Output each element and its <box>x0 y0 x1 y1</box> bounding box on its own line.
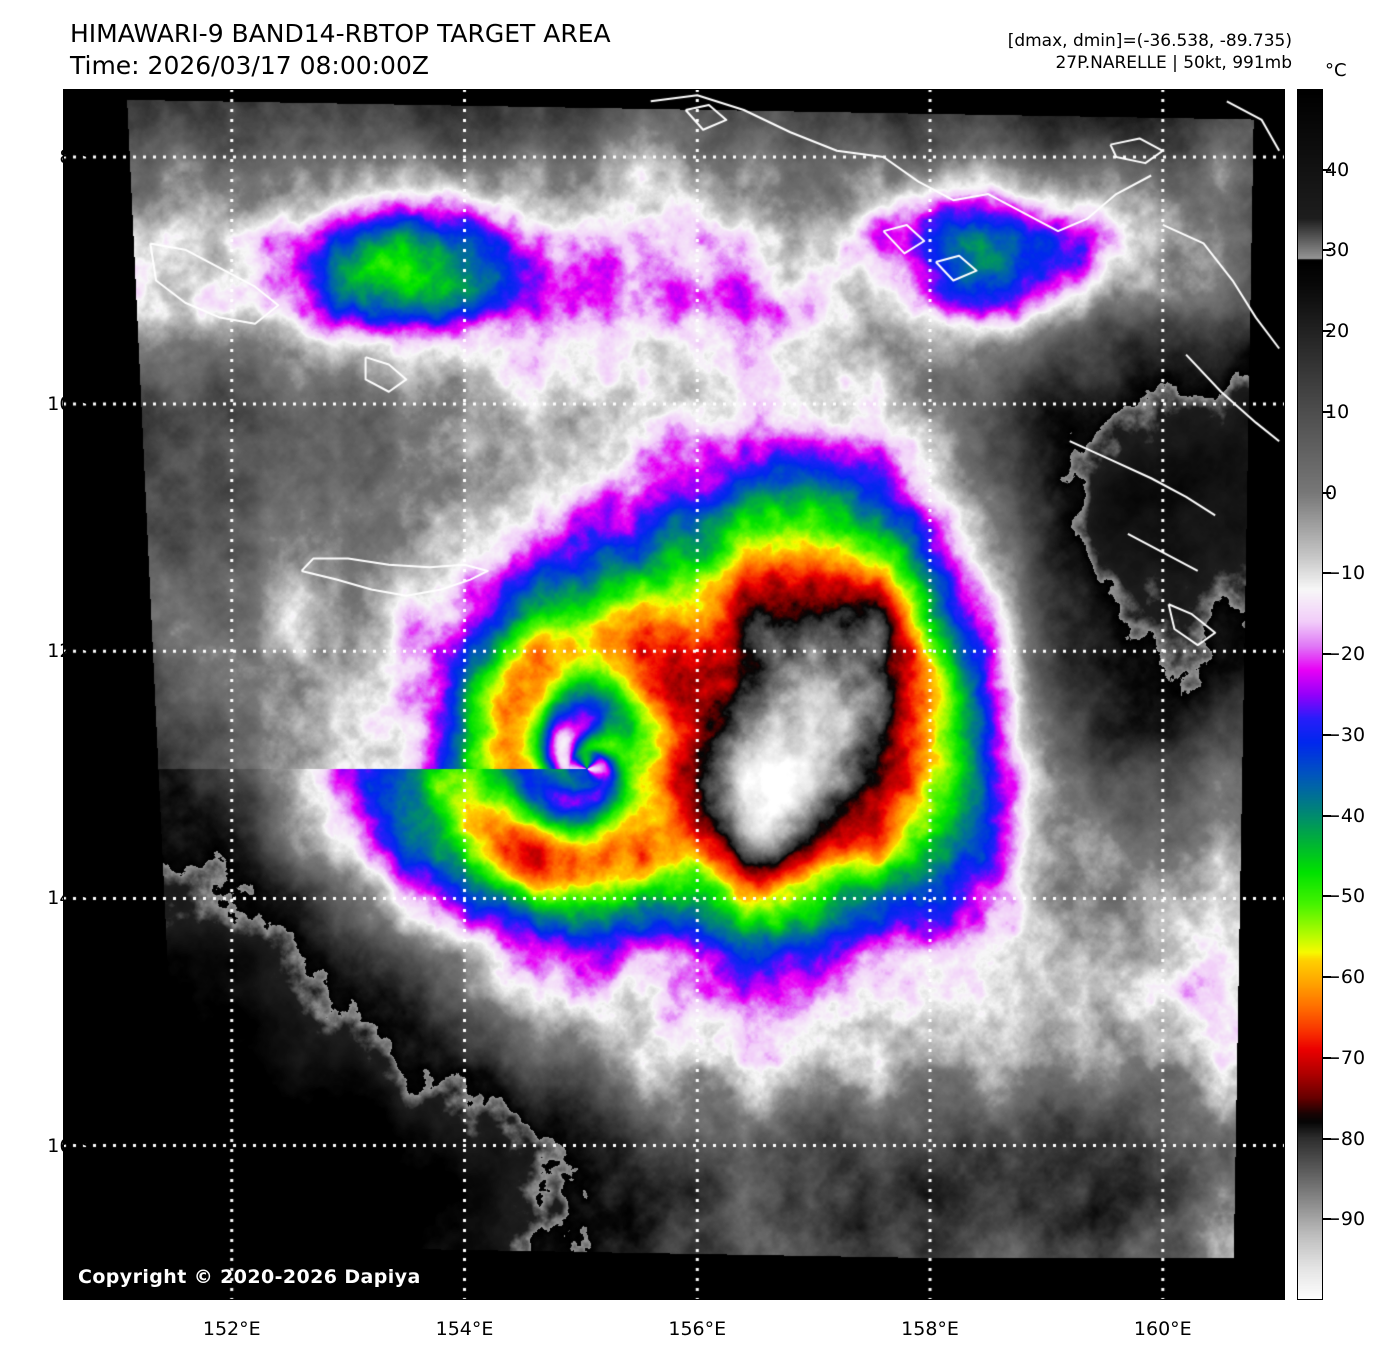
colorbar-tick-mark-0 <box>1323 168 1331 171</box>
colorbar-tick-label-12: −80 <box>1325 1127 1366 1150</box>
colorbar-tick-label-11: −70 <box>1325 1046 1366 1069</box>
colorbar-tick-mark-3 <box>1323 410 1331 413</box>
colorbar-gradient <box>1297 89 1323 1300</box>
colorbar-tick-label-1: 30 <box>1325 239 1350 262</box>
y-axis-tick-label-2: 12°S <box>47 640 93 663</box>
x-axis-tick-label-0: 152°E <box>202 1318 261 1340</box>
colorbar <box>1297 89 1323 1300</box>
copyright-label: Copyright © 2020-2026 Dapiya <box>78 1266 421 1288</box>
x-axis-tick-label-2: 156°E <box>668 1318 727 1340</box>
colorbar-tick-mark-8 <box>1323 814 1331 817</box>
colorbar-tick-label-2: 20 <box>1325 320 1350 343</box>
y-axis-tick-label-4: 16°S <box>47 1134 93 1157</box>
colorbar-tick-label-6: −20 <box>1325 643 1366 666</box>
metadata-block: [dmax, dmin]=(-36.538, -89.735) 27P.NARE… <box>1008 30 1292 74</box>
colorbar-tick-label-4: 0 <box>1325 481 1338 504</box>
colorbar-tick-mark-6 <box>1323 653 1331 656</box>
colorbar-tick-label-7: −30 <box>1325 723 1366 746</box>
x-axis-tick-label-4: 160°E <box>1133 1318 1192 1340</box>
page-title: HIMAWARI-9 BAND14-RBTOP TARGET AREA <box>70 19 611 48</box>
title-block: HIMAWARI-9 BAND14-RBTOP TARGET AREA Time… <box>70 18 611 82</box>
y-axis-tick-label-0: 8°S <box>59 145 93 168</box>
colorbar-tick-label-3: 10 <box>1325 400 1350 423</box>
colorbar-tick-label-8: −40 <box>1325 804 1366 827</box>
colorbar-tick-label-5: −10 <box>1325 562 1366 585</box>
colorbar-tick-label-0: 40 <box>1325 158 1350 181</box>
colorbar-unit-label: °C <box>1325 60 1347 81</box>
x-axis-tick-label-3: 158°E <box>901 1318 959 1340</box>
colorbar-tick-mark-2 <box>1323 330 1331 333</box>
colorbar-tick-mark-5 <box>1323 572 1331 575</box>
colorbar-tick-mark-10 <box>1323 976 1331 979</box>
timestamp-label: Time: 2026/03/17 08:00:00Z <box>70 51 429 80</box>
y-axis-tick-label-1: 10°S <box>47 393 93 416</box>
satellite-imagery-canvas <box>63 89 1285 1300</box>
colorbar-tick-mark-1 <box>1323 249 1331 252</box>
satellite-image-panel: Copyright © 2020-2026 Dapiya <box>63 89 1285 1300</box>
dminmax-label: [dmax, dmin]=(-36.538, -89.735) <box>1007 31 1292 51</box>
x-axis-tick-label-1: 154°E <box>435 1318 494 1340</box>
colorbar-tick-mark-9 <box>1323 895 1331 898</box>
colorbar-tick-mark-7 <box>1323 733 1331 736</box>
colorbar-tick-label-10: −60 <box>1325 966 1366 989</box>
colorbar-tick-label-9: −50 <box>1325 885 1366 908</box>
colorbar-tick-mark-12 <box>1323 1137 1331 1140</box>
colorbar-tick-mark-11 <box>1323 1056 1331 1059</box>
storm-info-label: 27P.NARELLE | 50kt, 991mb <box>1055 53 1292 73</box>
y-axis-tick-label-3: 14°S <box>47 887 93 910</box>
colorbar-tick-mark-4 <box>1323 491 1331 494</box>
colorbar-tick-label-13: −90 <box>1325 1208 1366 1231</box>
colorbar-tick-mark-13 <box>1323 1218 1331 1221</box>
